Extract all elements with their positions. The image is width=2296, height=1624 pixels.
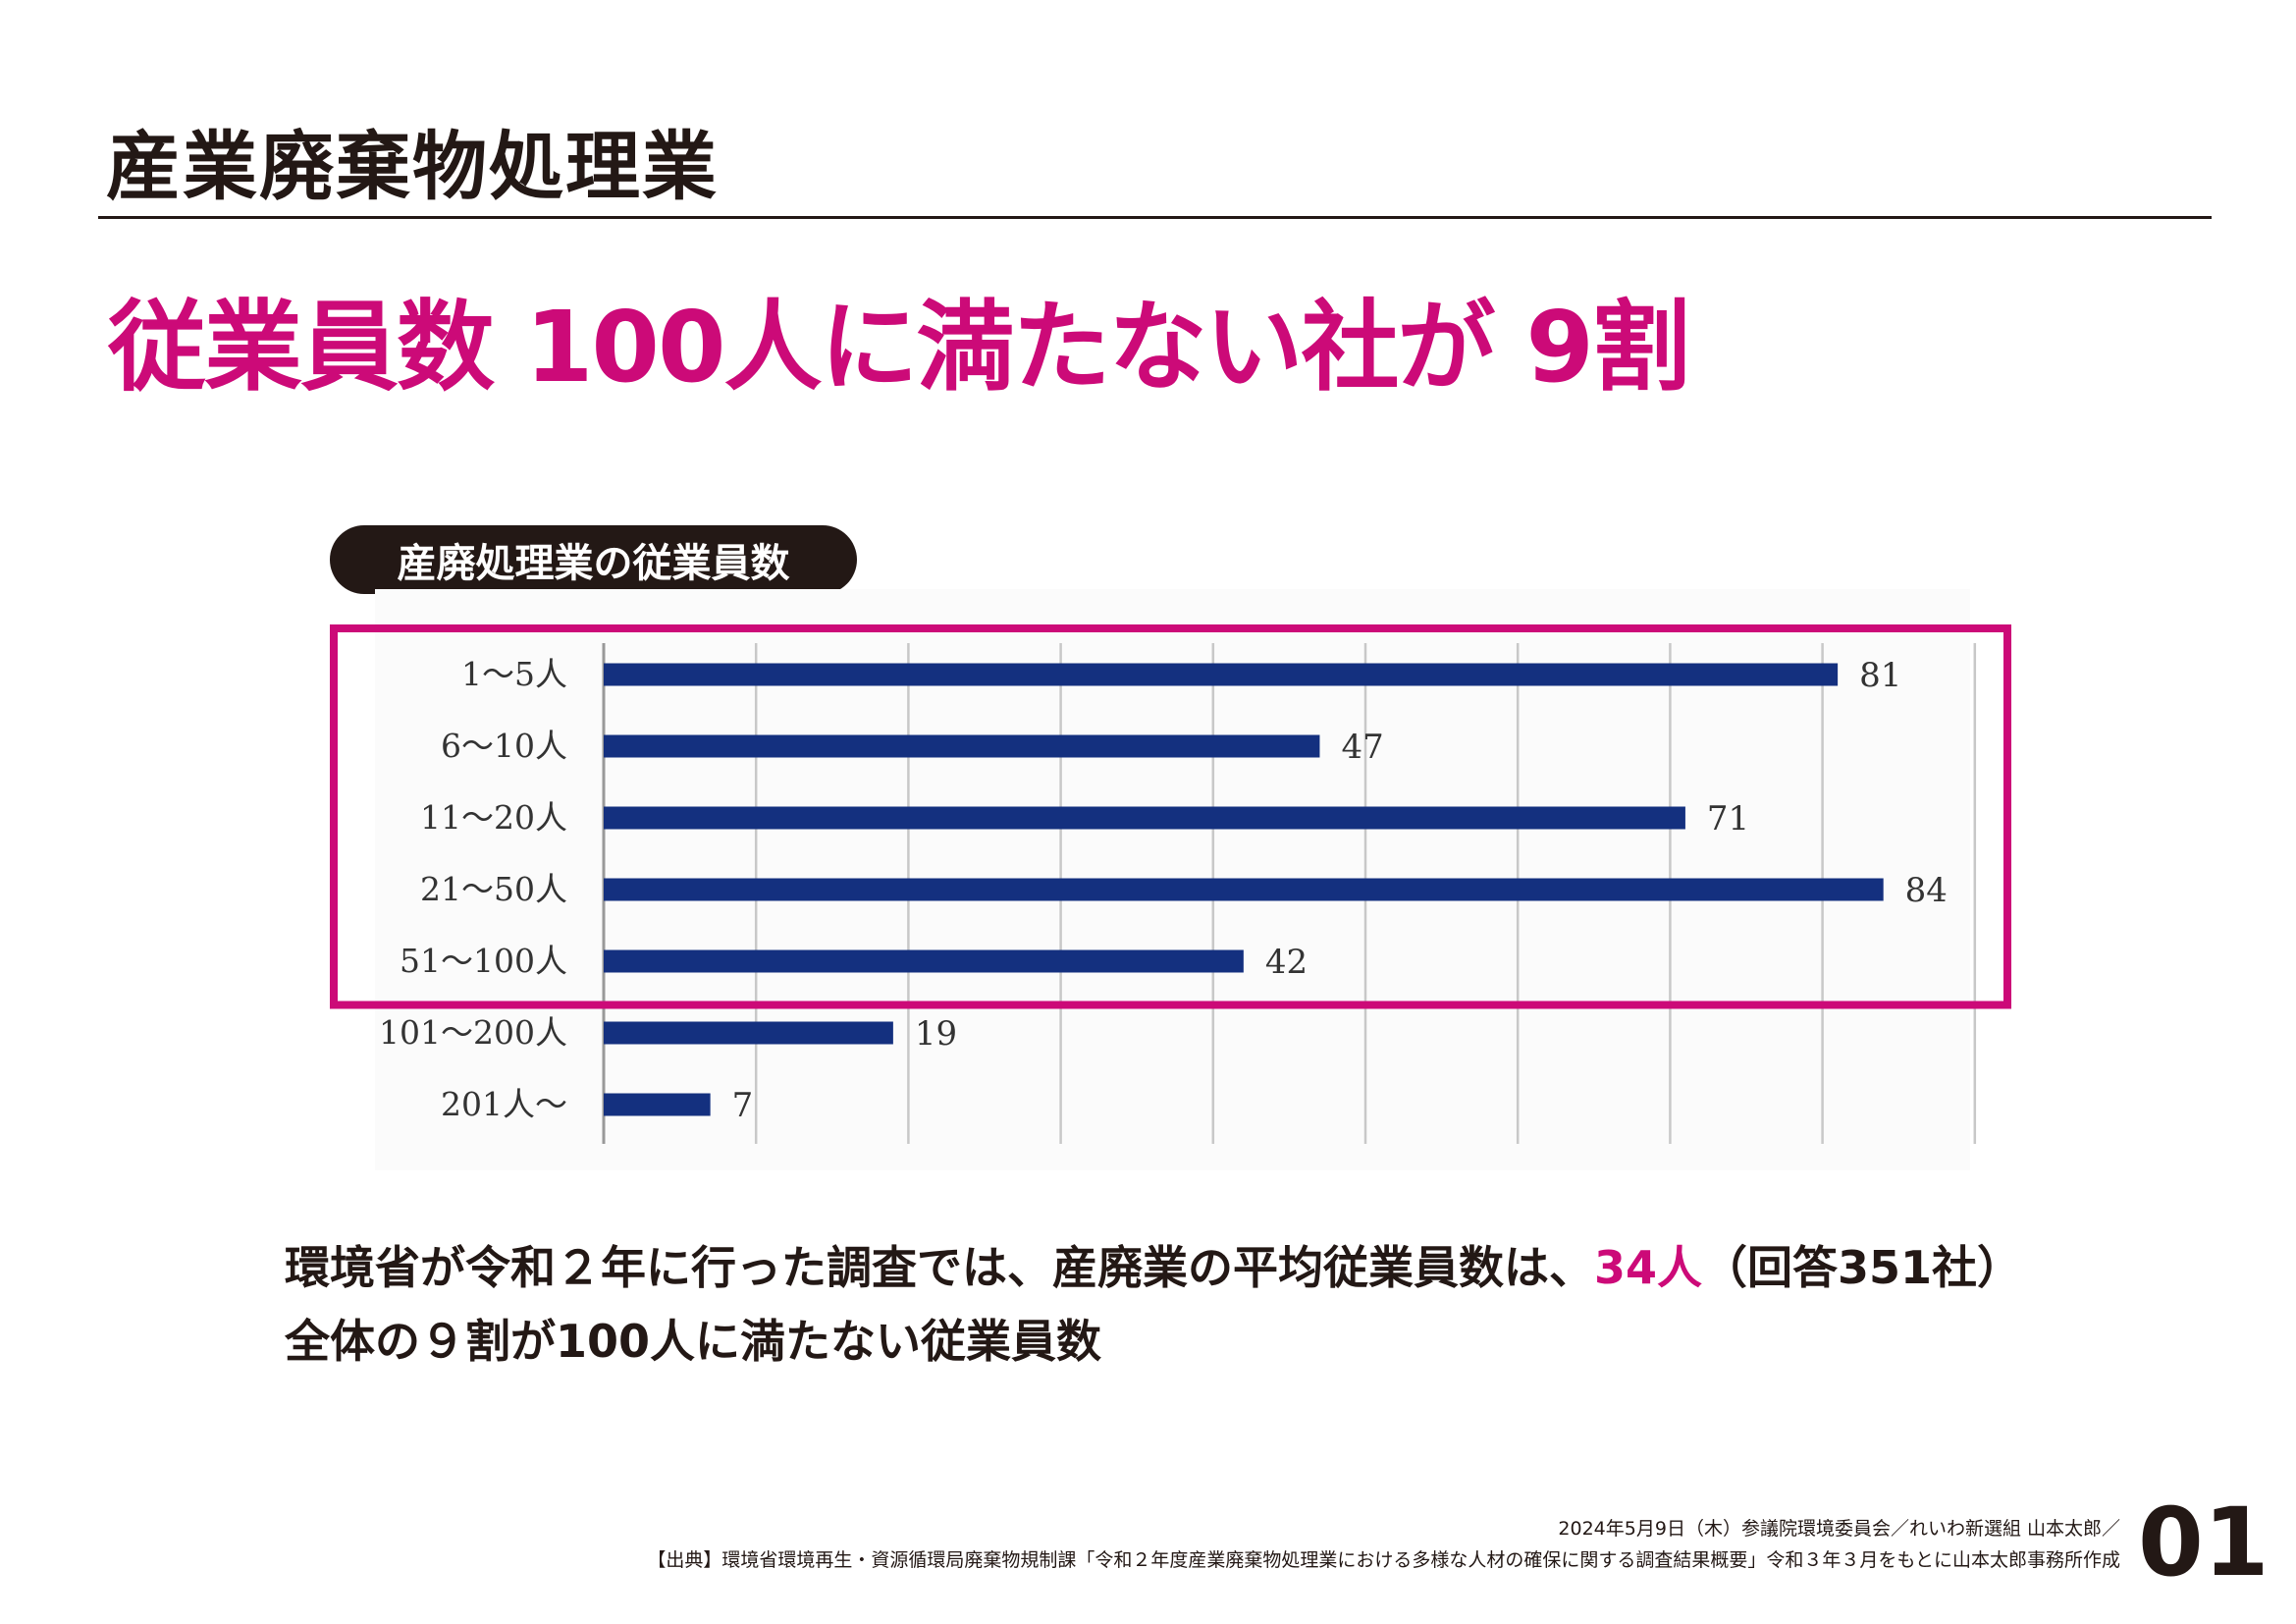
page-title: 産業廃棄物処理業 [106,123,719,210]
footer-source: 【出典】環境省環境再生・資源循環局廃棄物規制課「令和２年度産業廃棄物処理業におけ… [647,1549,2120,1571]
bar [604,878,1884,901]
value-label: 42 [1265,943,1308,982]
category-label: 201人〜 [441,1085,567,1123]
category-label: 21〜50人 [420,870,567,908]
chart-title: 産廃処理業の従業員数 [330,525,857,594]
category-label: 6〜10人 [441,727,567,765]
value-label: 7 [732,1086,754,1125]
category-label: 1〜5人 [461,655,567,693]
average-highlight: 34人 [1594,1241,1703,1294]
bar [604,734,1320,758]
highlight-box [330,624,2011,1009]
page-number: 01 [2138,1488,2269,1597]
value-label: 19 [915,1014,957,1054]
bar [604,663,1839,686]
headline: 従業員数 100人に満たない社が 9割 [108,290,1690,405]
bar [604,1093,711,1116]
bar [604,949,1244,973]
bar [604,806,1685,830]
value-label: 81 [1859,656,1901,695]
category-label: 101〜200人 [379,1013,567,1052]
body-text: （回答351社） [1702,1241,2023,1294]
body-line-2: 全体の９割が100人に満たない従業員数 [285,1315,1102,1368]
bar [604,1021,893,1045]
body-line-1: 環境省が令和２年に行った調査では、産廃業の平均従業員数は、34人（回答351社） [285,1232,2022,1297]
title-divider [98,216,2212,219]
footer-event: 2024年5月9日（木）参議院環境委員会／れいわ新選組 山本太郎／ [1558,1518,2120,1540]
category-label: 11〜20人 [420,798,567,837]
category-label: 51〜100人 [400,942,567,980]
value-label: 47 [1341,728,1383,767]
value-label: 71 [1707,799,1749,839]
body-text: 環境省が令和２年に行った調査では、産廃業の平均従業員数は、 [285,1241,1594,1294]
value-label: 84 [1905,871,1948,910]
